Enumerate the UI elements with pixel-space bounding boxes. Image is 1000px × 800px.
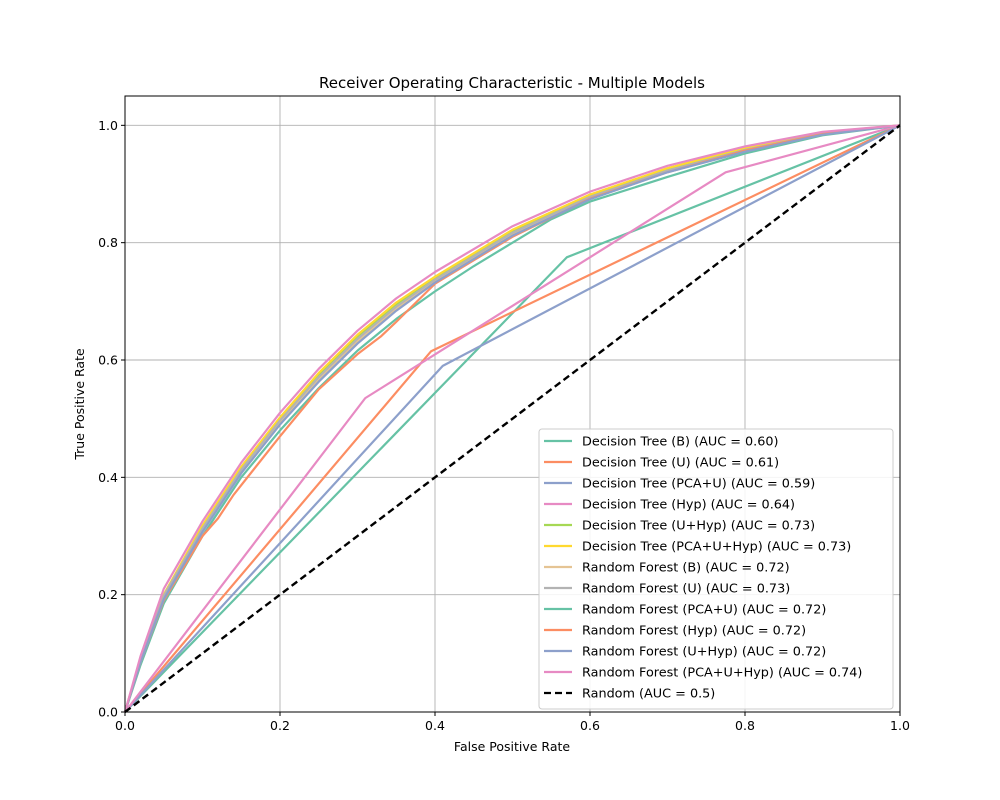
legend-entry-label: Random Forest (B) (AUC = 0.72)	[582, 561, 790, 576]
y-tick-label: 0.8	[98, 235, 118, 250]
plot-area-frame	[124, 95, 901, 713]
x-tick-label: 1.0	[890, 718, 910, 733]
series-line-decision-tree-u	[124, 124, 901, 713]
legend-entry-label: Random Forest (PCA+U+Hyp) (AUC = 0.74)	[582, 666, 862, 681]
legend-entry-label: Decision Tree (Hyp) (AUC = 0.64)	[582, 498, 795, 513]
x-tick-label: 0.4	[425, 718, 445, 733]
series-line-random	[124, 124, 901, 713]
axis-ticks: 0.0 0.2 0.4 0.6 0.8 1.0 0.0 0.2 0.4 0.6 0.8 1.0	[98, 118, 910, 733]
y-tick-label: 0.0	[98, 705, 118, 720]
series-layer	[123, 124, 901, 713]
x-tick-label: 0.6	[580, 718, 600, 733]
x-axis-label: False Positive Rate	[454, 739, 570, 754]
legend-entry-label: Decision Tree (B) (AUC = 0.60)	[582, 435, 779, 450]
x-tick-label: 0.0	[115, 718, 135, 733]
series-line-random-forest-pca-u-hyp	[123, 124, 901, 713]
y-tick-label: 1.0	[98, 118, 118, 133]
x-tick-label: 0.8	[735, 718, 755, 733]
series-line-decision-tree-b	[124, 124, 901, 713]
series-line-random-forest-u-hyp	[123, 124, 901, 713]
legend-entry-label: Decision Tree (PCA+U) (AUC = 0.59)	[582, 477, 815, 492]
legend-entry-label: Random Forest (U) (AUC = 0.73)	[582, 582, 790, 597]
legend-box	[538, 428, 894, 710]
legend-entry-label: Random Forest (U+Hyp) (AUC = 0.72)	[582, 645, 826, 660]
series-line-random-forest-u	[123, 124, 901, 713]
series-line-decision-tree-hyp	[124, 124, 901, 713]
y-tick-label: 0.2	[98, 587, 118, 602]
legend-entry-label: Random Forest (PCA+U) (AUC = 0.72)	[582, 603, 826, 618]
series-line-decision-tree-pca-u	[124, 124, 901, 713]
y-tick-label: 0.4	[98, 470, 118, 485]
y-axis-label: True Positive Rate	[72, 348, 87, 461]
legend-entry-label: Decision Tree (U) (AUC = 0.61)	[582, 456, 779, 471]
x-tick-label: 0.2	[270, 718, 290, 733]
legend: Decision Tree (B) (AUC = 0.60) Decision T…	[538, 428, 894, 710]
legend-entry-label: Decision Tree (U+Hyp) (AUC = 0.73)	[582, 519, 815, 534]
legend-entry-label: Decision Tree (PCA+U+Hyp) (AUC = 0.73)	[582, 540, 851, 555]
y-tick-label: 0.6	[98, 353, 118, 368]
chart-title: Receiver Operating Characteristic - Mult…	[319, 74, 705, 92]
legend-entry-label: Random Forest (Hyp) (AUC = 0.72)	[582, 624, 806, 639]
legend-entry-label: Random (AUC = 0.5)	[582, 687, 715, 702]
